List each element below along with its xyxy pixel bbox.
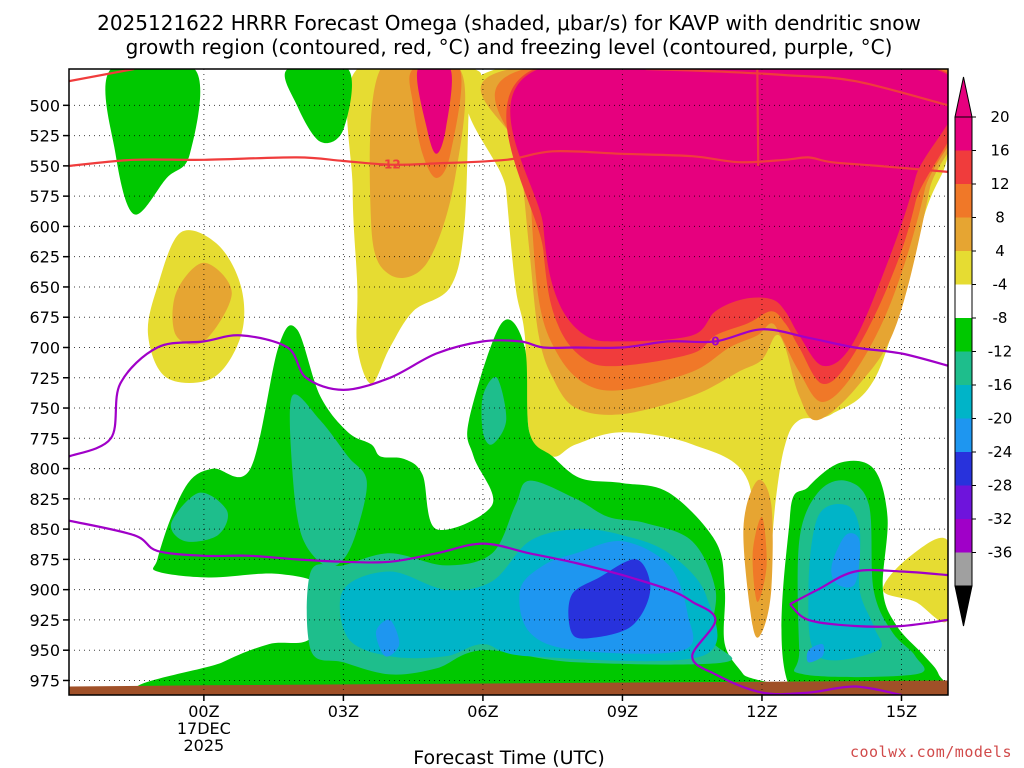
colorbar-label-7: -12	[988, 343, 1013, 361]
omega-region-28	[831, 533, 861, 588]
y-tick-label-550: 550	[29, 157, 60, 176]
y-tick-label-850: 850	[29, 520, 60, 539]
omega-region-21	[481, 377, 507, 445]
colorbar-label-4: 4	[995, 242, 1005, 260]
freezing-contour-1	[69, 519, 902, 695]
freezing-contour-2	[789, 568, 948, 606]
colorbar-bin-13	[955, 552, 972, 587]
plot-frame	[68, 68, 949, 696]
omega-region-14	[882, 537, 948, 623]
omega-region-19	[170, 492, 228, 542]
x-tick-label-00Z-line2: 2025	[184, 736, 225, 755]
colorbar-label-13: -36	[988, 544, 1013, 562]
y-tick-label-975: 975	[29, 671, 60, 690]
colorbar-bin-7	[955, 351, 972, 386]
y-tick-label-950: 950	[29, 641, 60, 660]
x-tick-label-09Z: 09Z	[607, 702, 638, 721]
colorbar-over-arrow	[954, 76, 973, 118]
x-tick-label-00Z: 00Z	[188, 702, 219, 721]
omega-region-6	[416, 69, 452, 154]
y-tick-label-700: 700	[29, 338, 60, 357]
y-tick-label-875: 875	[29, 550, 60, 569]
y-tick-label-825: 825	[29, 490, 60, 509]
dendritic-contour-0	[69, 149, 948, 173]
colorbar: 20 16 12 8 4 -4 -8 -12 -16 -20 -24 -28 -32 -36	[954, 76, 1013, 627]
colorbar-label-9: -20	[988, 410, 1013, 428]
colorbar-bin-12	[955, 519, 972, 553]
colorbar-label-8: -16	[988, 376, 1013, 394]
y-tick-label-775: 775	[29, 429, 60, 448]
chart-title-line2: growth region (contoured, red, °C) and f…	[126, 35, 893, 59]
y-tick-label-600: 600	[29, 217, 60, 236]
freezing-contour-label-0: 0	[711, 334, 719, 348]
colorbar-bin-9	[955, 418, 972, 453]
colorbar-label-10: -24	[988, 443, 1013, 461]
dendritic-contour-label-0: -12	[379, 158, 401, 172]
omega-region-16	[284, 69, 352, 144]
colorbar-bin-6	[955, 318, 972, 352]
x-tick-label-03Z: 03Z	[328, 702, 359, 721]
omega-region-30	[568, 559, 651, 639]
colorbar-under-arrow	[954, 585, 973, 627]
colorbar-bin-3	[955, 217, 972, 252]
y-tick-label-650: 650	[29, 278, 60, 297]
y-tick-label-625: 625	[29, 248, 60, 267]
axes: 500 525 550 575 600 625 650 675 700 725 750 775 800 8…	[29, 96, 917, 755]
x-tick-label-15Z: 15Z	[886, 702, 917, 721]
y-tick-label-500: 500	[29, 96, 60, 115]
colorbar-label-6: -8	[993, 309, 1008, 327]
y-tick-label-725: 725	[29, 369, 60, 388]
x-tick-label-00Z-line1: 17DEC	[177, 719, 231, 738]
colorbar-bin-0	[955, 117, 972, 151]
omega-region-20	[289, 394, 367, 568]
source-credit: coolwx.com/models	[850, 743, 1012, 761]
colorbar-bin-10	[955, 452, 972, 486]
chart-title-line1: 2025121622 HRRR Forecast Omega (shaded, …	[97, 11, 921, 35]
freezing-contour-3	[789, 603, 948, 628]
colorbar-label-0: 20	[990, 108, 1009, 126]
colorbar-label-3: 8	[995, 209, 1005, 227]
omega-region-11	[510, 69, 948, 367]
colorbar-bin-4	[955, 251, 972, 285]
omega-region-2	[172, 262, 232, 345]
y-tick-label-900: 900	[29, 581, 60, 600]
x-axis-label: Forecast Time (UTC)	[413, 747, 604, 768]
x-tick-label-06Z: 06Z	[467, 702, 498, 721]
colorbar-label-1: 16	[990, 142, 1009, 160]
colorbar-label-12: -32	[988, 510, 1013, 528]
freezing-contour-0	[69, 328, 948, 458]
colorbar-label-5: -4	[993, 276, 1008, 294]
y-tick-label-750: 750	[29, 399, 60, 418]
colorbar-bin-1	[955, 150, 972, 185]
x-tick-label-12Z: 12Z	[746, 702, 777, 721]
dendritic-contour-2	[645, 69, 948, 107]
y-tick-label-525: 525	[29, 127, 60, 146]
dendritic-contour-1	[69, 69, 135, 83]
omega-region-29	[806, 643, 825, 663]
y-tick-label-925: 925	[29, 611, 60, 630]
y-tick-label-800: 800	[29, 460, 60, 479]
y-tick-label-675: 675	[29, 308, 60, 327]
dendritic-contour-3	[756, 69, 760, 166]
colorbar-bin-2	[955, 184, 972, 218]
y-tick-label-575: 575	[29, 187, 60, 206]
colorbar-bin-8	[955, 385, 972, 419]
colorbar-bin-11	[955, 485, 972, 520]
terrain-surface	[69, 680, 948, 695]
colorbar-label-2: 12	[990, 175, 1009, 193]
temperature-contours: -12 0	[69, 69, 948, 695]
colorbar-bin-5	[955, 284, 972, 319]
colorbar-label-11: -28	[988, 477, 1013, 495]
omega-region-26	[375, 619, 400, 657]
